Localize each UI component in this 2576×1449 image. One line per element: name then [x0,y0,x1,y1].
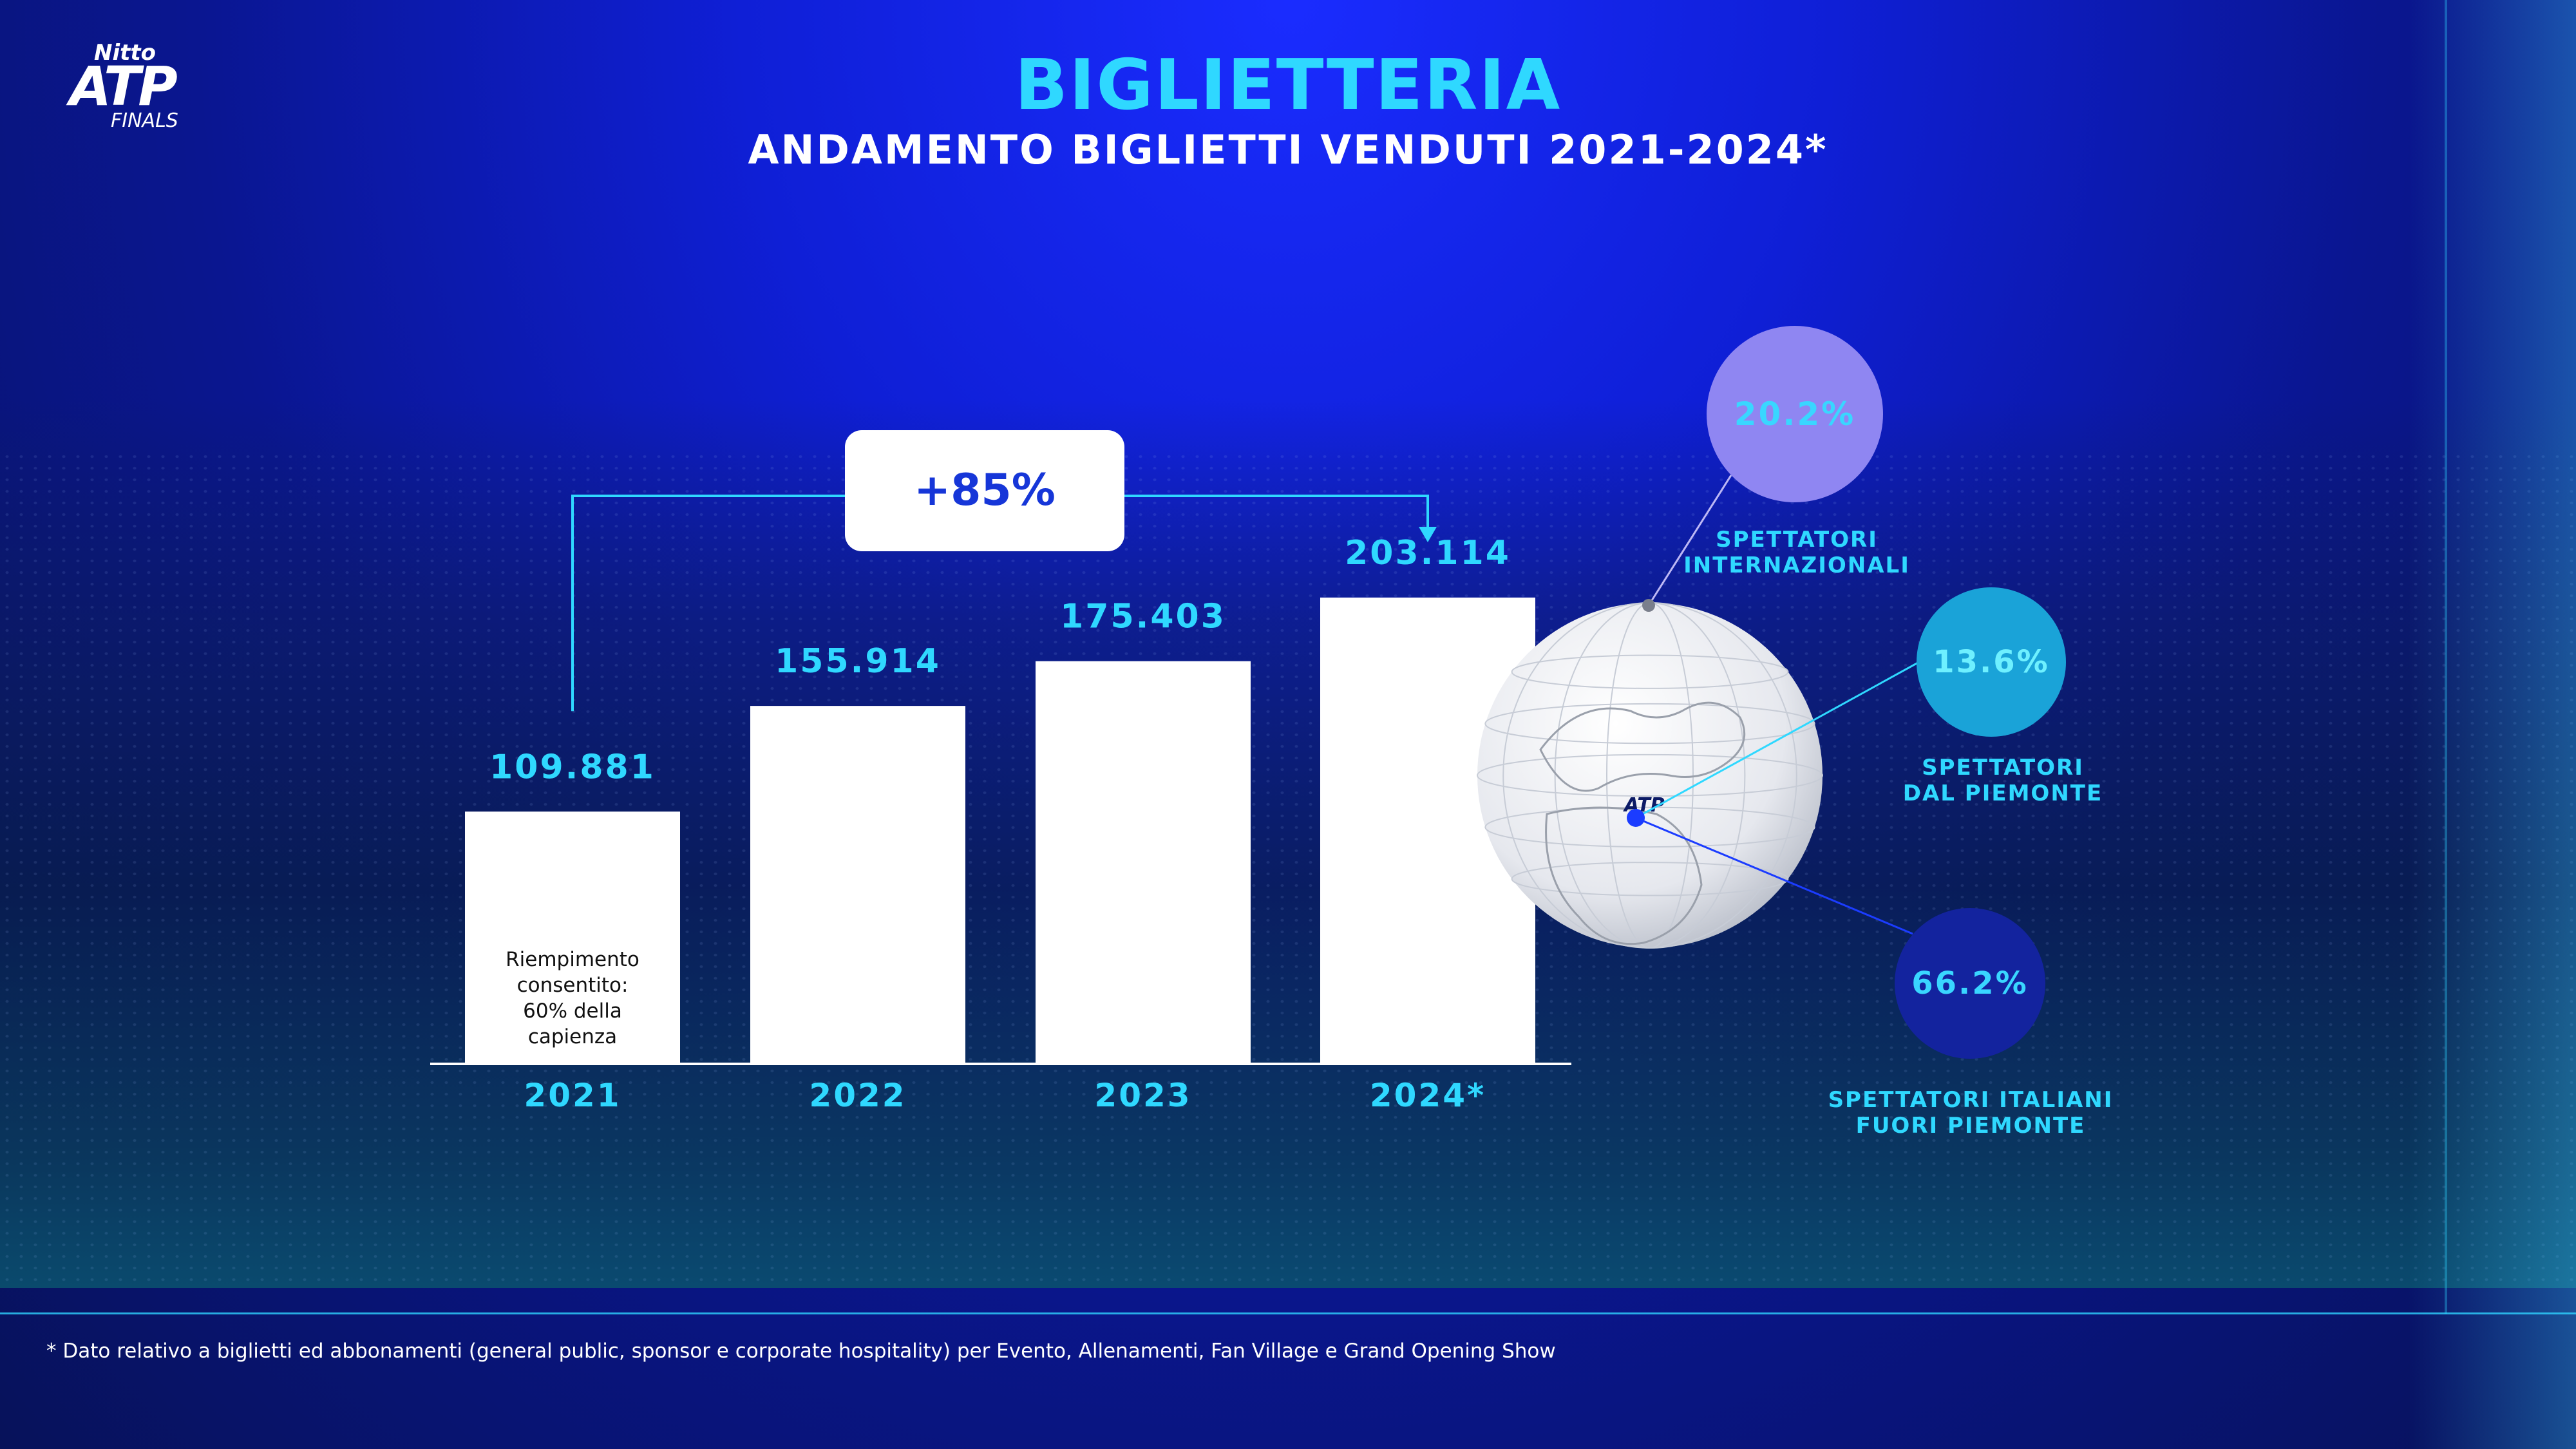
label-line: SPETTATORI [1922,755,2084,781]
page-subtitle: ANDAMENTO BIGLIETTI VENDUTI 2021-2024* [748,126,1828,173]
europe-outline [1539,701,1746,792]
globe-icon: ATP [1477,475,1920,949]
international-marker [1642,599,1655,612]
turin-marker [1627,809,1645,827]
logo-bottom: FINALS [111,109,178,132]
italy-share-circle: 66.2% [1895,908,2045,1059]
bar-value-label: 155.914 [775,642,941,681]
international-label: SPETTATORI INTERNAZIONALI [1649,527,1945,578]
x-tick-label: 2023 [1094,1077,1191,1114]
globe-latitude [1511,862,1789,896]
note-line: 60% della [523,999,622,1023]
logo-top: Nitto [94,40,156,66]
label-line: DAL PIEMONTE [1902,781,2103,806]
globe-latitude [1484,806,1815,848]
international-connector [1647,475,1732,606]
note-line: capienza [527,1025,618,1048]
logo-main: ATP [70,55,178,118]
growth-arrowhead [1419,527,1437,542]
italy-connector [1635,817,1913,935]
globe-sphere [1477,603,1823,948]
piemonte-share-circle: 13.6% [1917,587,2066,737]
bar-2023 [1036,661,1251,1064]
x-tick-label: 2022 [809,1077,906,1114]
piemonte-label: SPETTATORI DAL PIEMONTE [1855,755,2151,806]
growth-badge: +85% [845,430,1124,551]
x-tick-label: 2024* [1370,1077,1486,1114]
note-2021: Riempimento consentito: 60% della capien… [466,947,679,1064]
italy-label: SPETTATORI ITALIANI FUORI PIEMONTE [1790,1087,2151,1139]
label-line: SPETTATORI ITALIANI [1828,1087,2114,1113]
piemonte-connector [1635,661,1920,819]
bar-value-label: 175.403 [1060,598,1226,636]
note-line: Riempimento [506,948,639,971]
bar-2021 [465,811,680,1064]
page-title: BIGLIETTERIA [1014,45,1562,126]
globe-latitude [1477,753,1823,797]
x-tick-label: 2021 [524,1077,621,1114]
bar-2022 [750,706,965,1064]
label-line: SPETTATORI [1716,527,1878,553]
globe-latitude [1511,654,1789,689]
footnote: * Dato relativo a biglietti ed abbonamen… [46,1340,1556,1363]
label-line: FUORI PIEMONTE [1855,1113,2086,1139]
bar-value-label: 109.881 [489,748,656,786]
globe-latitude [1484,703,1815,744]
nitto-atp-finals-logo: Nitto ATP FINALS [64,40,193,132]
label-line: INTERNAZIONALI [1683,553,1910,578]
note-line: consentito: [516,974,629,997]
international-share-circle: 20.2% [1707,326,1883,502]
